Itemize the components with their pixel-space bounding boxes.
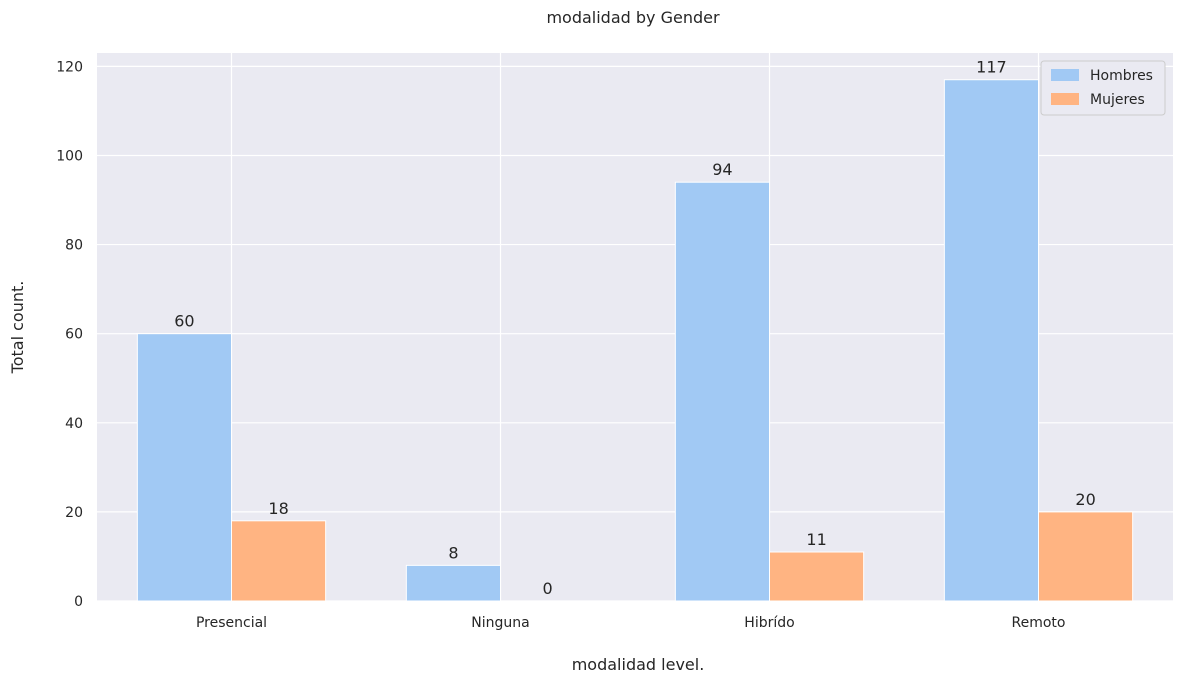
data-label: 20 — [1075, 490, 1095, 509]
y-tick-label: 100 — [56, 148, 83, 164]
data-label: 117 — [976, 58, 1007, 77]
data-labels-group: 60 8 94 117 18 0 11 20 — [174, 58, 1096, 598]
y-tick-label: 80 — [65, 238, 83, 254]
y-tick-label: 60 — [65, 327, 83, 343]
legend: Hombres Mujeres — [1040, 60, 1166, 116]
bar-hombres — [405, 564, 502, 602]
data-label: 11 — [806, 530, 826, 549]
bar-mujeres — [769, 551, 865, 602]
chart-title: modalidad by Gender — [546, 8, 720, 27]
data-label: 60 — [174, 312, 194, 331]
y-tick-label: 120 — [56, 59, 83, 75]
legend-swatch — [1051, 69, 1079, 81]
x-axis-ticks: Presencial Ninguna Hibrído Remoto — [196, 615, 1066, 631]
y-tick-label: 20 — [65, 505, 83, 521]
legend-label: Hombres — [1090, 68, 1153, 84]
y-axis-label: Total count. — [8, 281, 27, 375]
y-tick-label: 40 — [65, 416, 83, 432]
bar-hombres — [674, 181, 770, 602]
bars-group — [136, 79, 1134, 602]
y-tick-label: 0 — [74, 594, 83, 610]
data-label: 18 — [268, 499, 288, 518]
data-label: 0 — [542, 579, 552, 598]
bar-hombres — [943, 79, 1039, 602]
data-label: 8 — [448, 543, 458, 562]
x-tick-label: Presencial — [196, 615, 267, 631]
legend-label: Mujeres — [1090, 92, 1145, 108]
x-tick-label: Hibrído — [744, 615, 794, 631]
bar-hombres — [136, 333, 233, 602]
legend-swatch — [1051, 93, 1079, 105]
x-tick-label: Remoto — [1012, 615, 1066, 631]
bar-mujeres — [1038, 511, 1134, 602]
bar-mujeres — [231, 520, 327, 602]
x-axis-label: modalidad level. — [572, 655, 705, 674]
x-tick-label: Ninguna — [471, 615, 529, 631]
data-label: 94 — [712, 160, 732, 179]
y-axis-ticks: 0 20 40 60 80 100 120 — [56, 59, 83, 610]
